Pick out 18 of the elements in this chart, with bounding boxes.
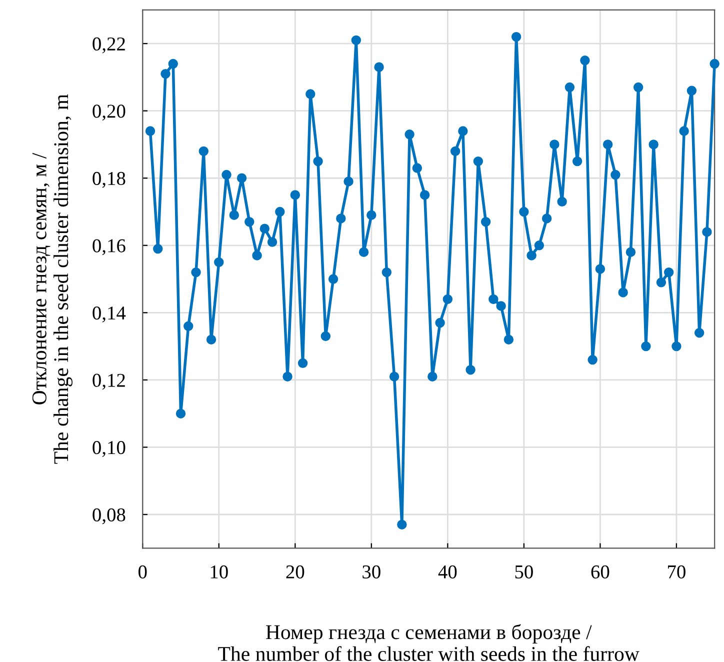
y-axis-title: Отклонение гнезд семян, м / The change in the seed cluster dimension, m [32, 94, 72, 464]
x-axis-title: Номер гнезда с семенами в борозде / The number of the cluster with seeds in the furrow [218, 624, 640, 662]
y-tick-label: 0,20 [92, 104, 126, 121]
x-tick-label: 60 [591, 565, 610, 578]
y-tick-label: 0,16 [92, 239, 126, 256]
x-tick-label: 40 [438, 565, 457, 578]
x-tick-label: 0 [138, 565, 147, 578]
x-tick-label: 10 [210, 565, 228, 578]
x-tick-label: 20 [286, 565, 304, 578]
x-tick-label: 50 [515, 565, 533, 578]
y-tick-label: 0,22 [92, 37, 125, 54]
y-tick-label: 0,08 [92, 508, 126, 524]
y-tick-label: 0,14 [92, 306, 126, 322]
y-tick-label: 0,12 [92, 374, 125, 390]
y-tick-label: 0,10 [92, 441, 126, 457]
x-tick-label: 70 [668, 565, 686, 578]
x-tick-label: 30 [362, 565, 380, 578]
y-tick-label: 0,18 [92, 172, 126, 188]
